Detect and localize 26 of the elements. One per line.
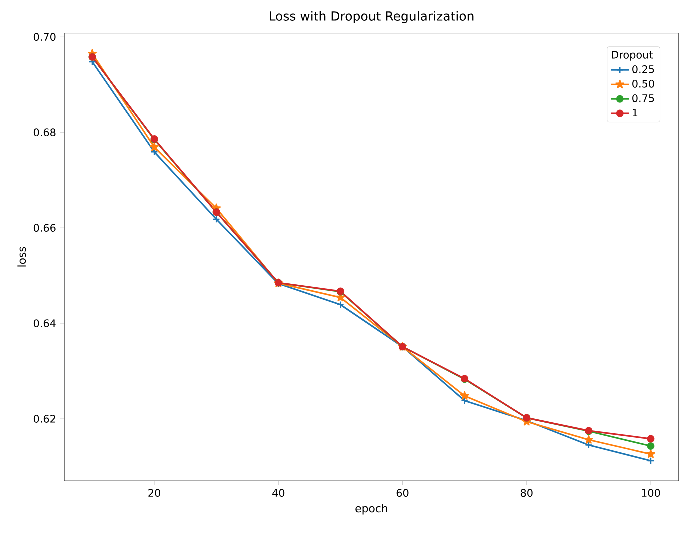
chart-title: Loss with Dropout Regularization <box>270 11 474 24</box>
x-axis-title: epoch <box>356 504 388 515</box>
x-tick-label: 80 <box>520 489 533 497</box>
legend-label: 0.50 <box>632 80 654 88</box>
point <box>150 142 160 152</box>
y-tick-label: 0.64 <box>34 319 56 328</box>
legend-label: 0.25 <box>632 65 654 74</box>
point <box>336 301 344 309</box>
y-axis-title: loss <box>18 247 26 267</box>
legend-label: 1 <box>633 108 638 116</box>
point <box>460 391 470 400</box>
x-tick-label: 40 <box>272 489 285 497</box>
point <box>647 435 655 443</box>
y-tick-label: 0.66 <box>34 224 56 232</box>
x-tick-label: 20 <box>148 489 160 497</box>
y-tick-label: 0.62 <box>34 414 56 423</box>
legend-label: 0.75 <box>632 94 654 102</box>
x-tick-label: 60 <box>396 489 409 497</box>
point <box>212 216 220 224</box>
y-tick-label: 0.70 <box>34 33 56 41</box>
x-tick-label: 100 <box>642 489 660 497</box>
y-tick-label: 0.68 <box>34 128 56 136</box>
point <box>647 442 655 450</box>
point <box>646 450 656 458</box>
legend-title: Dropout <box>612 51 654 61</box>
point <box>584 435 594 444</box>
